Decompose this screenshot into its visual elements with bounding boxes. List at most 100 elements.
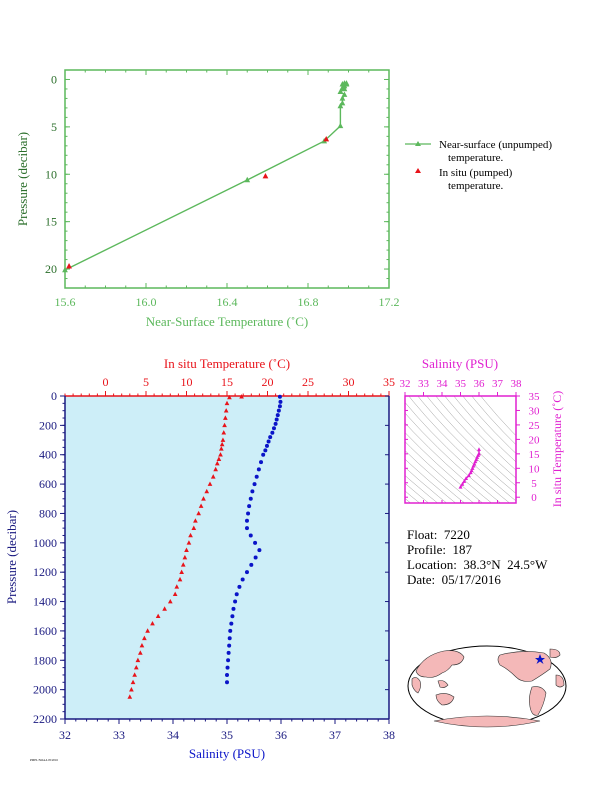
salinity-point — [247, 504, 252, 509]
salinity-point — [254, 474, 259, 479]
salinity-point — [244, 526, 249, 531]
plot3-x-tick-label: 34 — [437, 378, 449, 390]
landmass-africa-europe — [411, 677, 421, 694]
unpumped-temperature-point — [337, 88, 344, 95]
salinity-point — [229, 621, 234, 626]
density-contour — [417, 396, 516, 494]
temperature-point — [188, 532, 193, 538]
temperature-point — [139, 642, 145, 648]
landmass-australia — [435, 693, 455, 706]
footnote: PMEL/NOAA 05/2016 — [30, 758, 58, 762]
salinity-point — [231, 606, 236, 611]
salinity-point — [250, 489, 255, 494]
salinity-point — [277, 404, 282, 409]
temperature-point — [142, 635, 147, 641]
plot1-y-tick-label: 0 — [51, 72, 57, 86]
salinity-point — [252, 482, 257, 487]
plot1-x-tick-label: 16.4 — [217, 295, 238, 309]
plot3-y-tick-label: 0 — [531, 492, 537, 504]
plot1-x-axis-label: Near-Surface Temperature (˚C) — [146, 314, 308, 329]
salinity-point — [275, 413, 280, 418]
legend-unpumped-marker — [415, 141, 421, 146]
plot1-x-ticks: 15.6 16.0 16.4 16.8 17.2 — [55, 70, 400, 309]
temperature-point — [191, 525, 197, 530]
salinity-point — [227, 643, 232, 648]
salinity-point — [248, 533, 253, 538]
pumped-temperature-point — [323, 135, 330, 142]
temperature-point — [218, 452, 223, 457]
world-map — [407, 645, 567, 728]
plot2-temperature-tick-label: 15 — [221, 375, 233, 389]
density-contour — [405, 441, 474, 503]
density-contour — [405, 432, 483, 503]
salinity-point — [274, 417, 279, 422]
plot2-pressure-tick-label: 200 — [39, 418, 57, 432]
salinity-point — [277, 394, 282, 399]
temperature-point — [130, 679, 136, 685]
density-contour — [480, 396, 516, 437]
float-info: Float: 7220 Profile: 187 Location: 38.3°… — [407, 527, 547, 587]
plot3-title: Salinity (PSU) — [422, 356, 498, 371]
temperature-point — [167, 598, 173, 604]
plot3-y-tick-label: 5 — [531, 478, 537, 490]
float-label: Float: — [407, 527, 438, 542]
temperature-point — [201, 496, 206, 501]
salinity-point — [249, 562, 254, 567]
salinity-point — [253, 555, 258, 560]
temperature-point — [135, 657, 141, 663]
temperature-point — [213, 466, 218, 472]
plot3-x-tick-label: 33 — [418, 378, 430, 390]
temperature-point — [198, 503, 204, 508]
salinity-point — [248, 496, 253, 501]
salinity-point — [256, 467, 261, 472]
ts-point — [466, 473, 471, 478]
unpumped-temperature-point — [341, 91, 348, 97]
salinity-point — [244, 518, 249, 523]
density-contour — [435, 396, 516, 479]
temperature-point — [223, 415, 228, 420]
ts-point — [464, 476, 469, 480]
plot2-temperature-tick-label: 5 — [143, 375, 149, 389]
landmass-south-america — [529, 686, 547, 716]
unpumped-temperature-line — [64, 82, 349, 271]
plot1-y-ticks: 0 5 10 15 20 — [45, 72, 389, 289]
plot2-pressure-tick-label: 1000 — [33, 536, 57, 550]
plot1-y-tick-label: 5 — [51, 120, 57, 134]
ts-point — [460, 482, 465, 486]
salinity-point — [253, 540, 258, 545]
date-value: 05/17/2016 — [441, 572, 501, 587]
plot2-temperature-tick-label: 10 — [181, 375, 193, 389]
temperature-point — [179, 569, 184, 575]
plot2-salinity-tick-label: 35 — [221, 728, 233, 742]
plot2-salinity-tick-label: 33 — [113, 728, 125, 742]
temperature-point — [132, 672, 137, 677]
plot3-x-tick-label: 36 — [474, 378, 486, 390]
density-contour — [405, 402, 510, 503]
location-row: Location: 38.3°N 24.5°W — [407, 557, 547, 572]
density-contour — [462, 396, 516, 454]
temperature-point — [219, 441, 225, 447]
landmass-greenland — [549, 648, 561, 658]
temperature-point — [223, 408, 229, 413]
salinity-point — [226, 658, 231, 663]
plot2-pressure-tick-label: 2200 — [33, 712, 57, 726]
plot1-y-tick-label: 15 — [45, 215, 57, 229]
plot2-x-axis-label: Salinity (PSU) — [189, 746, 265, 761]
profile-value: 187 — [452, 542, 473, 557]
plot2-salinity-tick-label: 36 — [275, 728, 287, 742]
plot1-x-tick-label: 16.8 — [298, 295, 319, 309]
ts-point — [474, 457, 479, 462]
plot1-y-tick-label: 20 — [45, 262, 57, 276]
temperature-point — [239, 394, 244, 399]
plot1-legend: Near-surface (unpumped) temperature. In … — [405, 139, 552, 192]
ts-diagram-chart: 32 33 34 35 36 37 38 0 5 10 15 20 25 30 35 Salinity (P… — [400, 356, 564, 507]
salinity-point — [226, 650, 231, 655]
landmass-eurasia — [415, 650, 465, 678]
temperature-point — [150, 620, 155, 626]
temperature-point — [129, 687, 134, 692]
temperature-point — [207, 481, 213, 486]
plot2-pressure-tick-label: 600 — [39, 477, 57, 491]
temperature-point — [180, 562, 186, 567]
plot2-ticks: 0 5 10 15 20 25 30 35 32 33 34 35 36 37 38 0 200 400 600 80… — [33, 375, 395, 742]
salinity-point — [257, 548, 262, 553]
